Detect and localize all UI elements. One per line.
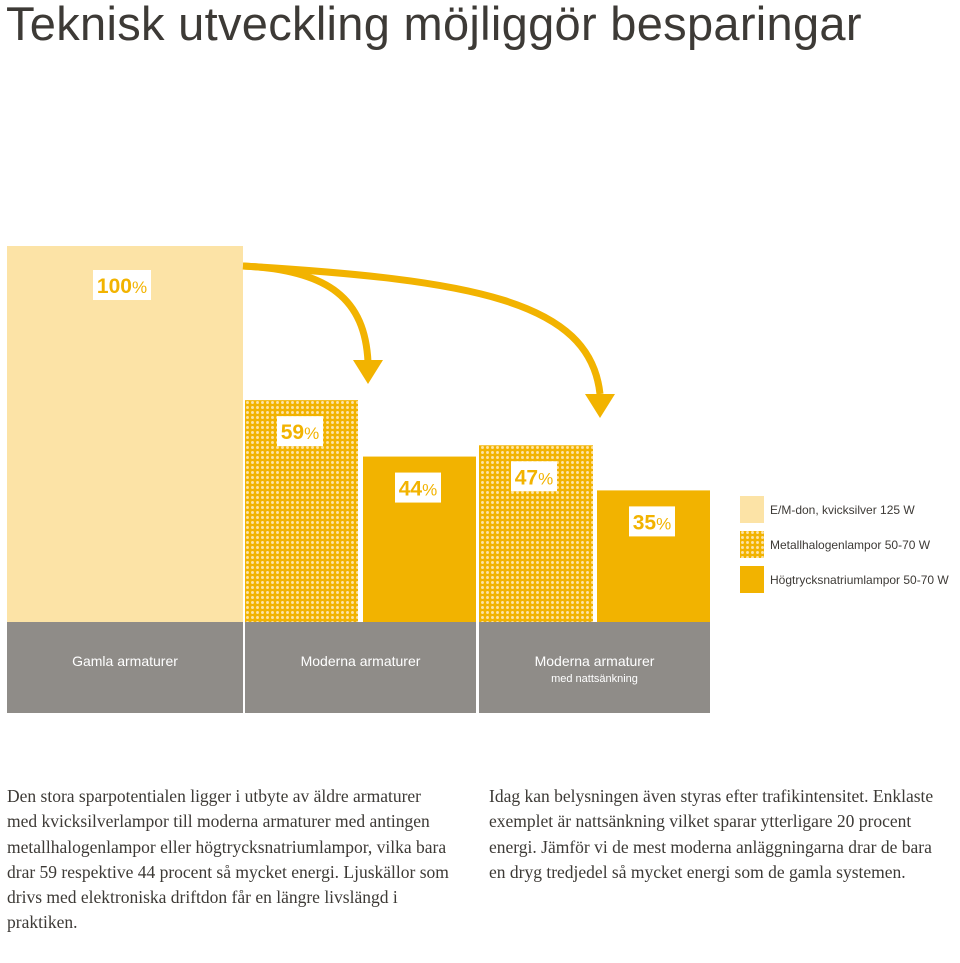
arrow-line bbox=[242, 262, 372, 363]
body-text-right: Idag kan belysningen även styras efter t… bbox=[489, 786, 934, 882]
group-label: Moderna armaturer bbox=[535, 653, 655, 669]
arrow-line bbox=[242, 262, 604, 395]
bar-label-box bbox=[629, 506, 675, 537]
arrow-head bbox=[353, 360, 383, 384]
bar-label-box bbox=[277, 416, 323, 447]
bar-label: 47% bbox=[515, 466, 553, 489]
bar-label: 59% bbox=[281, 421, 319, 444]
group-label: Moderna armaturer bbox=[301, 653, 421, 669]
page-title: Teknisk utveckling möjliggör besparingar bbox=[6, 0, 862, 50]
legend-swatch bbox=[740, 566, 764, 593]
arrow-head bbox=[585, 394, 615, 418]
bar-label: 44% bbox=[399, 478, 437, 501]
energy-savings-chart: 100% 59% 44% 47% 35% Gamla armaturer Moderna … bbox=[7, 246, 949, 713]
legend-label: E/M-don, kvicksilver 125 W bbox=[770, 503, 915, 517]
legend-swatch bbox=[740, 531, 764, 558]
body-text-left: Den stora sparpotentialen ligger i utbyt… bbox=[7, 786, 449, 933]
bar-label: 35% bbox=[633, 511, 671, 534]
bar-label-box bbox=[395, 472, 441, 503]
bar-label-box bbox=[511, 461, 557, 492]
group-band bbox=[245, 622, 476, 713]
bar-label: 100% bbox=[97, 275, 147, 298]
group-label: Gamla armaturer bbox=[72, 653, 178, 669]
group-band bbox=[7, 622, 243, 713]
legend-swatch bbox=[740, 496, 764, 523]
legend-label: Metallhalogenlampor 50-70 W bbox=[770, 538, 931, 552]
bar-label-box bbox=[93, 270, 151, 300]
legend-label: Högtrycksnatriumlampor 50-70 W bbox=[770, 573, 949, 587]
group-band bbox=[479, 622, 710, 713]
bar-100 bbox=[7, 246, 243, 622]
group-sublabel: med nattsänkning bbox=[551, 673, 638, 685]
